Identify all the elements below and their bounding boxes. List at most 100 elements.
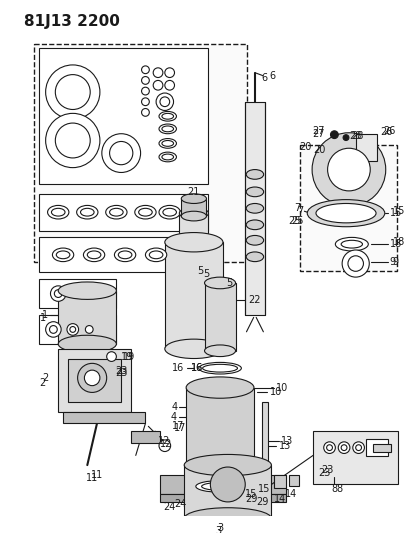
Text: 3: 3 xyxy=(215,526,221,533)
Text: 9: 9 xyxy=(393,256,399,266)
Ellipse shape xyxy=(199,362,241,374)
Text: 6: 6 xyxy=(270,70,276,80)
Text: 1: 1 xyxy=(42,310,48,320)
Ellipse shape xyxy=(81,208,94,216)
Ellipse shape xyxy=(186,377,254,398)
Bar xyxy=(179,213,208,244)
Text: 18: 18 xyxy=(393,237,405,247)
Circle shape xyxy=(54,290,62,297)
Ellipse shape xyxy=(139,208,152,216)
Ellipse shape xyxy=(246,169,263,179)
Text: 16: 16 xyxy=(172,363,184,373)
Text: 20: 20 xyxy=(299,142,311,152)
Circle shape xyxy=(55,123,90,158)
Bar xyxy=(356,134,377,161)
Ellipse shape xyxy=(335,237,368,251)
Ellipse shape xyxy=(51,208,65,216)
Text: 19: 19 xyxy=(121,352,134,361)
Text: 24: 24 xyxy=(163,502,175,512)
Bar xyxy=(274,475,286,488)
Ellipse shape xyxy=(165,339,223,359)
Circle shape xyxy=(165,68,175,77)
Bar xyxy=(300,146,397,271)
Bar xyxy=(186,387,254,484)
Text: 19: 19 xyxy=(123,352,135,361)
Ellipse shape xyxy=(159,139,176,148)
Ellipse shape xyxy=(316,204,376,223)
Text: 23: 23 xyxy=(321,465,334,475)
Bar xyxy=(68,359,121,402)
Text: 11: 11 xyxy=(91,470,103,480)
Circle shape xyxy=(51,286,66,301)
Bar xyxy=(262,402,268,489)
Text: 8: 8 xyxy=(331,484,337,494)
Bar xyxy=(160,475,286,494)
Circle shape xyxy=(46,65,100,119)
Ellipse shape xyxy=(165,232,223,252)
Text: 7: 7 xyxy=(294,203,300,213)
Text: 10: 10 xyxy=(270,387,282,398)
Bar xyxy=(165,242,223,349)
Circle shape xyxy=(141,77,149,84)
Ellipse shape xyxy=(159,124,176,134)
Ellipse shape xyxy=(76,205,98,219)
Text: 17: 17 xyxy=(173,423,186,433)
Circle shape xyxy=(55,75,90,109)
Circle shape xyxy=(141,109,149,116)
Ellipse shape xyxy=(48,205,69,219)
Text: 22: 22 xyxy=(249,295,261,305)
Ellipse shape xyxy=(205,345,236,357)
FancyArrowPatch shape xyxy=(247,317,254,332)
Ellipse shape xyxy=(179,207,208,219)
Text: 2: 2 xyxy=(39,378,46,387)
Circle shape xyxy=(107,352,116,361)
Bar xyxy=(58,290,116,344)
Bar xyxy=(373,444,390,451)
Ellipse shape xyxy=(87,251,101,259)
Circle shape xyxy=(49,326,57,333)
Text: 18: 18 xyxy=(390,239,402,249)
Ellipse shape xyxy=(110,208,123,216)
Circle shape xyxy=(141,98,149,106)
Ellipse shape xyxy=(246,252,263,262)
Ellipse shape xyxy=(181,194,206,204)
Circle shape xyxy=(312,133,386,206)
Ellipse shape xyxy=(114,248,136,262)
Circle shape xyxy=(356,445,362,450)
Text: 29: 29 xyxy=(245,494,258,504)
Ellipse shape xyxy=(246,236,263,245)
Text: 27: 27 xyxy=(312,126,325,136)
Ellipse shape xyxy=(196,481,244,492)
Circle shape xyxy=(46,114,100,167)
Text: 8: 8 xyxy=(336,484,342,494)
Text: 23: 23 xyxy=(319,468,331,478)
Circle shape xyxy=(328,148,370,191)
Ellipse shape xyxy=(162,126,173,132)
Ellipse shape xyxy=(58,335,116,353)
Bar xyxy=(39,315,116,344)
Text: 6: 6 xyxy=(261,72,268,83)
Bar xyxy=(245,102,265,315)
Ellipse shape xyxy=(203,365,238,372)
Bar xyxy=(63,412,145,423)
Text: 11: 11 xyxy=(86,473,98,483)
Ellipse shape xyxy=(163,208,176,216)
Text: 14: 14 xyxy=(285,489,297,499)
Ellipse shape xyxy=(341,240,363,248)
Text: 12: 12 xyxy=(160,439,172,449)
Circle shape xyxy=(343,135,349,141)
Ellipse shape xyxy=(246,220,263,230)
Text: 24: 24 xyxy=(175,499,187,509)
Text: 15: 15 xyxy=(390,208,402,218)
Circle shape xyxy=(156,93,173,110)
Text: 9: 9 xyxy=(390,256,396,266)
Bar xyxy=(205,283,236,351)
Circle shape xyxy=(330,131,338,139)
Circle shape xyxy=(141,87,149,95)
Circle shape xyxy=(102,134,141,173)
Circle shape xyxy=(110,141,133,165)
Text: 4: 4 xyxy=(170,411,176,422)
Circle shape xyxy=(78,364,107,392)
Ellipse shape xyxy=(159,205,180,219)
Ellipse shape xyxy=(246,187,263,197)
